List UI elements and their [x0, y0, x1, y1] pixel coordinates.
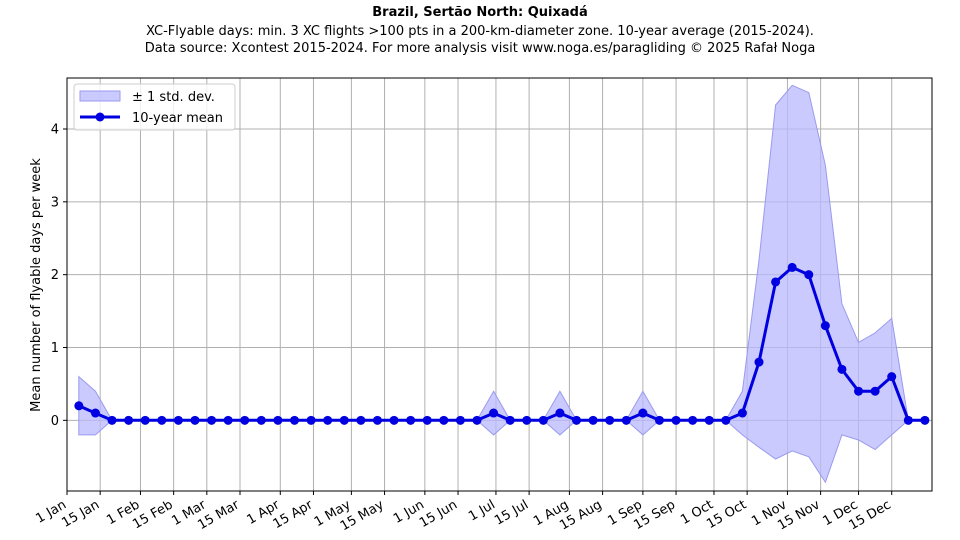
x-tick-label: 15 Jul: [492, 497, 531, 528]
mean-point: [887, 372, 897, 382]
mean-point: [654, 415, 664, 425]
mean-point: [90, 408, 100, 418]
x-tick-label: 15 Jan: [59, 497, 102, 530]
mean-point: [256, 415, 266, 425]
mean-point: [207, 415, 217, 425]
mean-point: [140, 415, 150, 425]
mean-point: [804, 270, 814, 280]
mean-point: [704, 415, 714, 425]
mean-point: [74, 401, 84, 411]
chart-title: Brazil, Sertão North: Quixadá: [372, 5, 587, 20]
mean-point: [522, 415, 532, 425]
mean-point: [588, 415, 598, 425]
mean-point: [240, 415, 250, 425]
mean-point: [771, 277, 781, 287]
legend: ± 1 std. dev. 10-year mean: [73, 83, 236, 131]
mean-point: [787, 262, 797, 272]
mean-line: [78, 265, 925, 422]
mean-point: [605, 415, 615, 425]
mean-point: [920, 415, 930, 425]
y-tick-label: 3: [51, 195, 59, 210]
y-axis-label: Mean number of flyable days per week: [29, 158, 44, 412]
mean-point: [721, 415, 731, 425]
mean-point: [854, 386, 864, 396]
mean-point: [439, 415, 449, 425]
x-tick-label: 15 Jun: [417, 497, 460, 530]
mean-point: [737, 408, 747, 418]
legend-line-marker: [95, 112, 105, 122]
mean-point: [903, 415, 913, 425]
mean-point: [820, 321, 830, 331]
mean-point: [754, 357, 764, 367]
legend-band-swatch: [79, 90, 121, 102]
x-tick-label: 1 Jul: [466, 497, 498, 524]
plot-area: [66, 77, 933, 492]
mean-point: [870, 386, 880, 396]
mean-point: [638, 408, 648, 418]
mean-point: [190, 415, 200, 425]
mean-point: [489, 408, 499, 418]
legend-line-label: 10-year mean: [132, 111, 223, 126]
chart-subtitle-line-2: Data source: Xcontest 2015-2024. For mor…: [145, 41, 816, 56]
mean-points: [74, 262, 930, 425]
y-axis: 0 1 2 3 4: [51, 122, 67, 429]
plot-frame: [66, 77, 933, 492]
mean-point: [455, 415, 465, 425]
mean-point: [422, 415, 432, 425]
mean-point: [173, 415, 183, 425]
mean-point: [572, 415, 582, 425]
y-tick-label: 0: [51, 414, 59, 429]
mean-point: [223, 415, 233, 425]
chart-subtitle-line-1: XC-Flyable days: min. 3 XC flights >100 …: [146, 24, 814, 39]
mean-point: [472, 415, 482, 425]
mean-point: [273, 415, 283, 425]
mean-point: [157, 415, 167, 425]
mean-point: [837, 364, 847, 374]
mean-point: [107, 415, 117, 425]
mean-point: [406, 415, 416, 425]
mean-point: [389, 415, 399, 425]
mean-point: [124, 415, 134, 425]
mean-point: [339, 415, 349, 425]
y-tick-label: 4: [51, 122, 59, 137]
mean-point: [356, 415, 366, 425]
mean-point: [372, 415, 382, 425]
mean-point: [290, 415, 300, 425]
legend-band-label: ± 1 std. dev.: [132, 90, 215, 105]
mean-point: [621, 415, 631, 425]
mean-point: [538, 415, 548, 425]
mean-point: [323, 415, 333, 425]
mean-point: [505, 415, 515, 425]
mean-point: [671, 415, 681, 425]
y-tick-label: 2: [51, 268, 59, 283]
mean-point: [555, 408, 565, 418]
y-tick-label: 1: [51, 341, 59, 356]
mean-point: [306, 415, 316, 425]
mean-point: [688, 415, 698, 425]
